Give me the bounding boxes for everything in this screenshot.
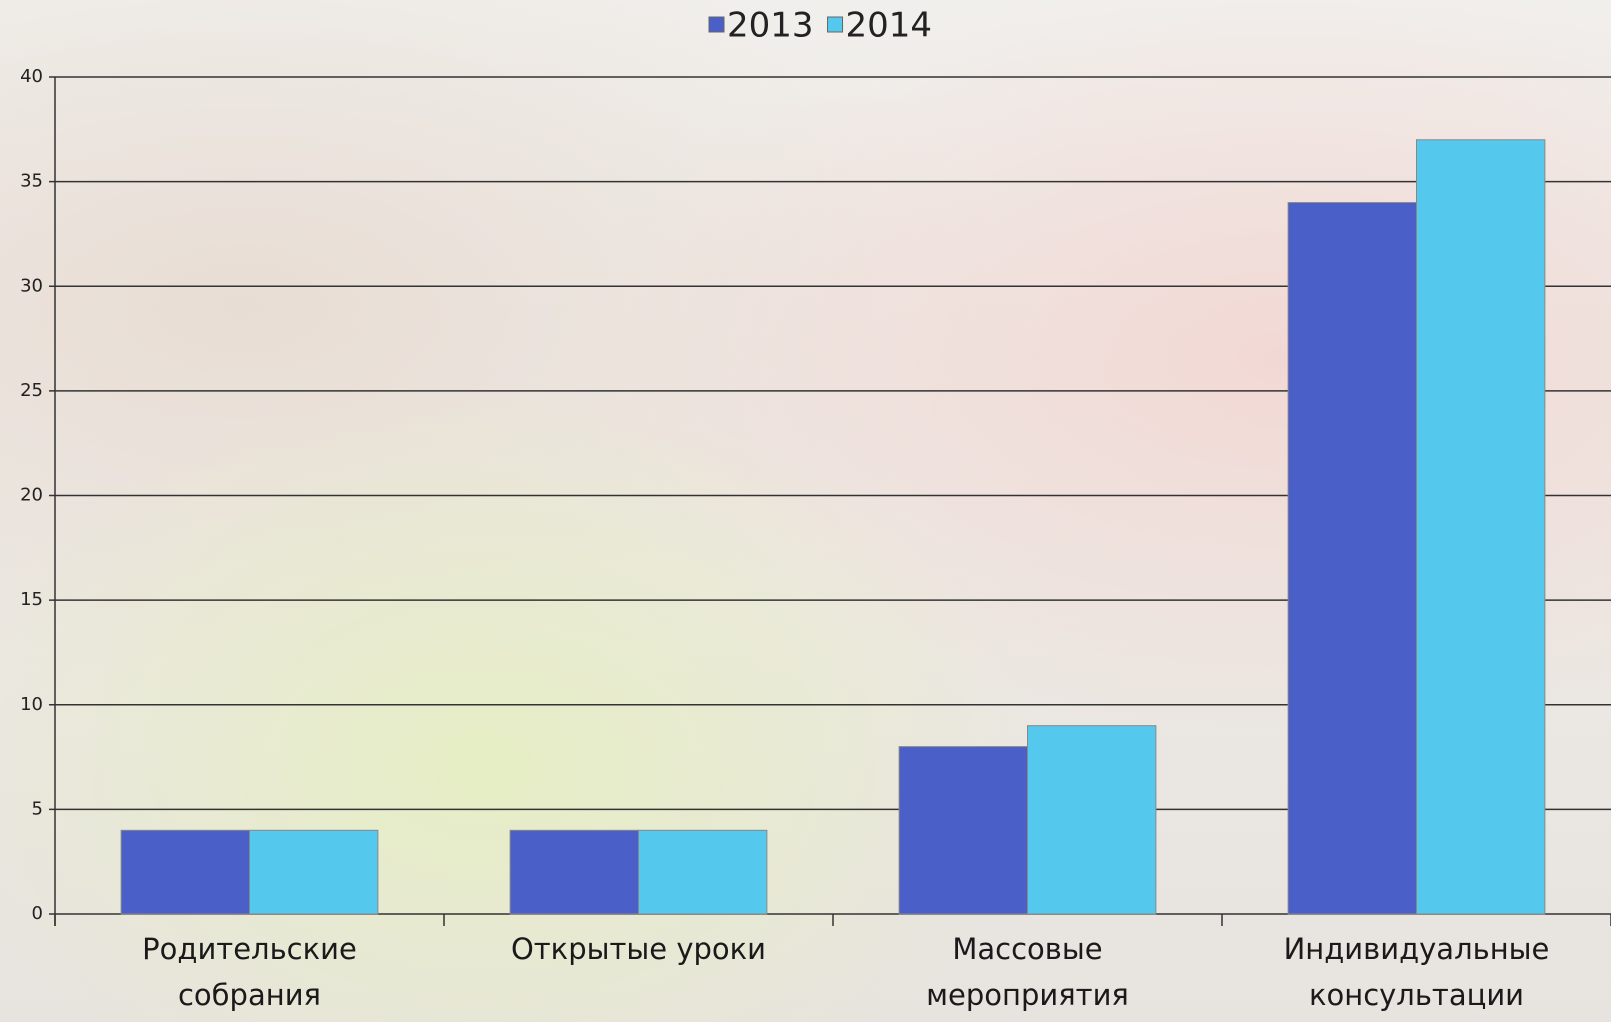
y-tick-label: 10 [20,694,43,715]
y-tick-label: 30 [20,275,43,296]
x-tick-label: Родительские собрания [142,932,357,1012]
bar [249,829,379,915]
bar [638,829,768,915]
x-tick-label: Индивидуальные консультации [1283,932,1550,1012]
bar [898,746,1028,915]
legend-swatch [708,16,725,33]
bar [509,829,639,915]
y-tick-label: 0 [32,903,43,924]
legend-swatch [827,16,844,33]
x-tick-label: Открытые уроки [510,932,767,966]
bar [1416,139,1546,915]
legend-label: 2013 [727,6,814,46]
y-tick-label: 35 [20,171,43,192]
y-tick-label: 25 [20,380,43,401]
bar [1027,725,1157,915]
y-tick-label: 40 [20,66,43,87]
legend-label: 2014 [846,6,933,46]
x-tick-label: Массовые мероприятия [926,932,1129,1012]
y-tick-label: 20 [20,485,43,506]
y-tick-label: 15 [20,589,43,610]
y-tick-label: 5 [32,798,43,819]
bar [1287,202,1417,915]
bar [120,829,250,915]
